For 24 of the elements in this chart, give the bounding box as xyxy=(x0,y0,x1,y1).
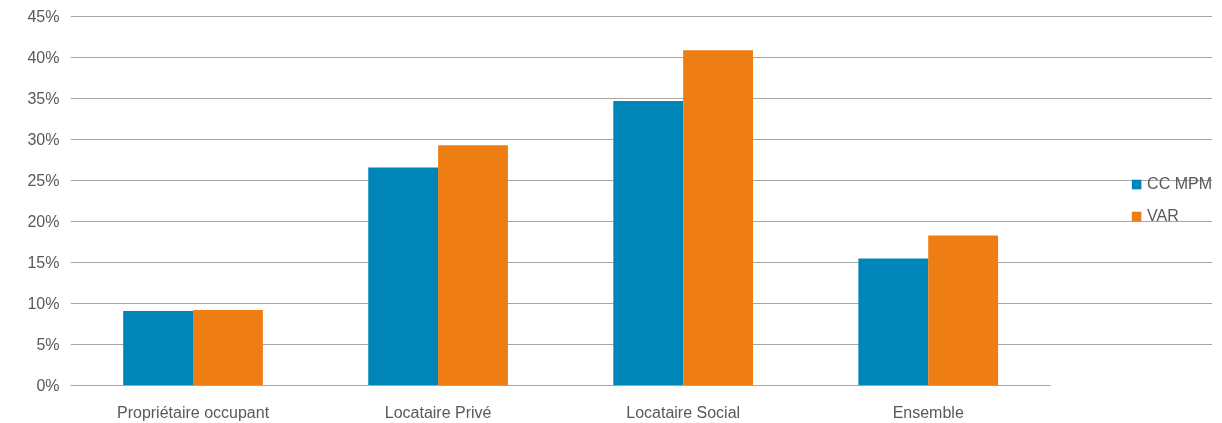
y-tick-label: 0% xyxy=(36,377,60,394)
legend-label: VAR xyxy=(1147,207,1179,225)
bar xyxy=(123,310,194,386)
legend-label: CC MPM xyxy=(1147,175,1212,193)
bar xyxy=(438,145,508,386)
x-tick-label: Locataire Privé xyxy=(384,403,492,421)
y-tick-label: 20% xyxy=(27,213,60,231)
x-tick-label: Locataire Social xyxy=(626,403,741,421)
y-tick-label: 30% xyxy=(27,131,60,149)
bar xyxy=(858,258,929,386)
y-tick-label: 5% xyxy=(36,336,60,354)
bar xyxy=(613,101,684,386)
bar xyxy=(193,310,263,386)
bar xyxy=(928,235,999,386)
x-tick-label: Propriétaire occupant xyxy=(116,403,270,421)
y-tick-label: 35% xyxy=(27,90,60,108)
x-tick-label: Ensemble xyxy=(892,403,964,421)
y-tick-label: 40% xyxy=(27,49,60,67)
y-tick-label: 10% xyxy=(27,295,60,313)
bar xyxy=(368,167,439,386)
y-tick-label: 15% xyxy=(27,254,60,272)
y-tick-label: 45% xyxy=(27,8,60,26)
y-tick-label: 25% xyxy=(27,172,60,190)
bar xyxy=(683,50,753,386)
